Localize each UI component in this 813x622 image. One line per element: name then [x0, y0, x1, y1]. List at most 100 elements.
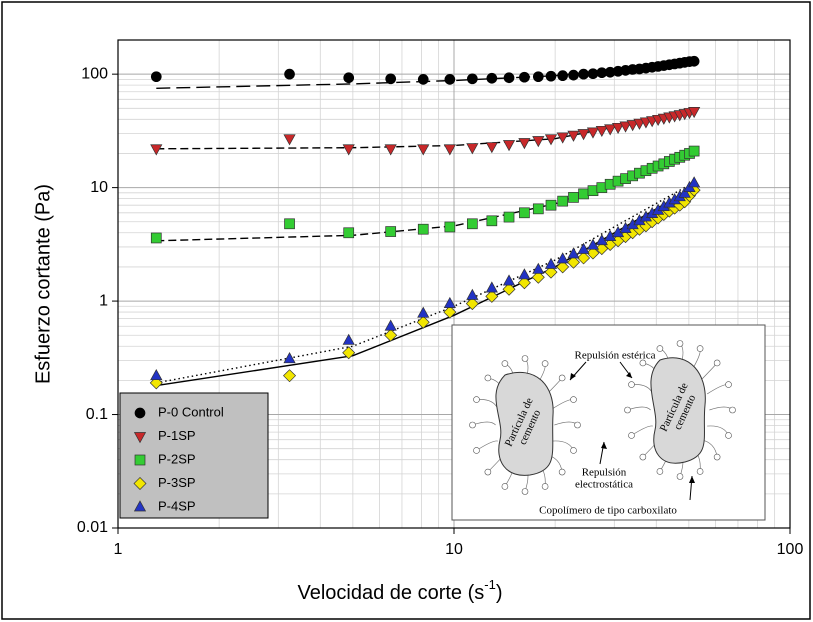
inset-label: Copolímero de tipo carboxilato [539, 505, 677, 517]
point [284, 68, 295, 80]
point [443, 144, 456, 156]
chain-end [725, 381, 732, 388]
point [556, 132, 569, 144]
chain-end [676, 473, 684, 480]
point [485, 281, 498, 293]
chain-end [639, 453, 647, 461]
inset-label: Repulsión estérica [575, 350, 656, 362]
point [503, 72, 515, 84]
chain-end [656, 345, 664, 352]
chain-end [541, 360, 549, 367]
point [586, 127, 600, 139]
point [517, 276, 531, 290]
point [532, 203, 544, 215]
y-tick-label: 0.01 [77, 519, 108, 536]
point [556, 252, 569, 264]
x-axis-label: Velocidad de corte (s-1) [297, 577, 502, 604]
point [626, 120, 639, 132]
point [556, 260, 570, 274]
legend-label: P-1SP [158, 428, 196, 443]
point [466, 143, 479, 155]
point [149, 376, 163, 390]
point [283, 134, 296, 146]
chain-end [696, 468, 704, 475]
chain-end [570, 447, 577, 454]
point [586, 246, 600, 260]
point [519, 207, 530, 219]
point [150, 71, 162, 83]
legend-label: P-3SP [158, 475, 196, 490]
chain-end [501, 360, 509, 367]
point [342, 333, 355, 345]
chain-end [469, 421, 476, 429]
point [567, 130, 580, 142]
legend-marker [133, 432, 147, 444]
chain-end [558, 468, 566, 476]
particle [650, 357, 706, 464]
point [417, 223, 429, 235]
point [466, 288, 479, 300]
chain-end [628, 432, 635, 439]
point [678, 186, 691, 198]
chain-end [713, 359, 721, 367]
point [150, 368, 163, 381]
point [283, 369, 297, 383]
point [567, 247, 580, 259]
point [611, 122, 625, 135]
data-marks [149, 55, 701, 390]
point [568, 192, 579, 203]
point [568, 69, 579, 81]
chain-end [676, 340, 684, 347]
chain-end [628, 381, 635, 388]
point [688, 55, 700, 67]
point [466, 73, 478, 85]
point [557, 195, 569, 207]
point [417, 306, 430, 318]
particle [495, 371, 554, 476]
y-axis-label: Esfuerzo cortante (Pa) [32, 184, 54, 384]
point [443, 296, 456, 308]
y-tick-label: 10 [90, 179, 108, 196]
point [502, 140, 516, 152]
chain-end [521, 355, 529, 362]
chain-end [624, 406, 631, 414]
chain-end [656, 468, 664, 475]
point [518, 138, 531, 150]
point [444, 221, 456, 233]
point [578, 188, 589, 200]
point [545, 199, 557, 211]
chain-end [473, 447, 480, 454]
point [502, 282, 516, 296]
point [150, 232, 162, 244]
inset-label: Repulsión [582, 467, 627, 479]
point [595, 234, 608, 246]
inset-label: electrostática [575, 479, 633, 491]
point [416, 315, 430, 329]
chain-end [639, 359, 647, 367]
y-tick-label: 100 [81, 65, 108, 82]
point [284, 218, 295, 230]
point [519, 71, 530, 83]
point [384, 319, 397, 331]
point [577, 129, 590, 141]
point [544, 265, 558, 279]
point [150, 144, 163, 156]
point [385, 73, 397, 85]
arrow [569, 361, 693, 501]
chain-end [541, 483, 549, 490]
point [587, 68, 599, 80]
point [688, 176, 701, 188]
legend-marker [133, 477, 147, 490]
point [385, 226, 397, 237]
legend-label: P-4SP [158, 498, 196, 513]
x-tick-label: 1 [114, 541, 123, 558]
point [567, 255, 580, 269]
point [485, 289, 499, 303]
y-tick-label: 0.1 [86, 406, 108, 423]
chain-end [521, 488, 529, 495]
point [532, 71, 544, 83]
point [384, 144, 397, 156]
legend-marker [134, 407, 146, 419]
